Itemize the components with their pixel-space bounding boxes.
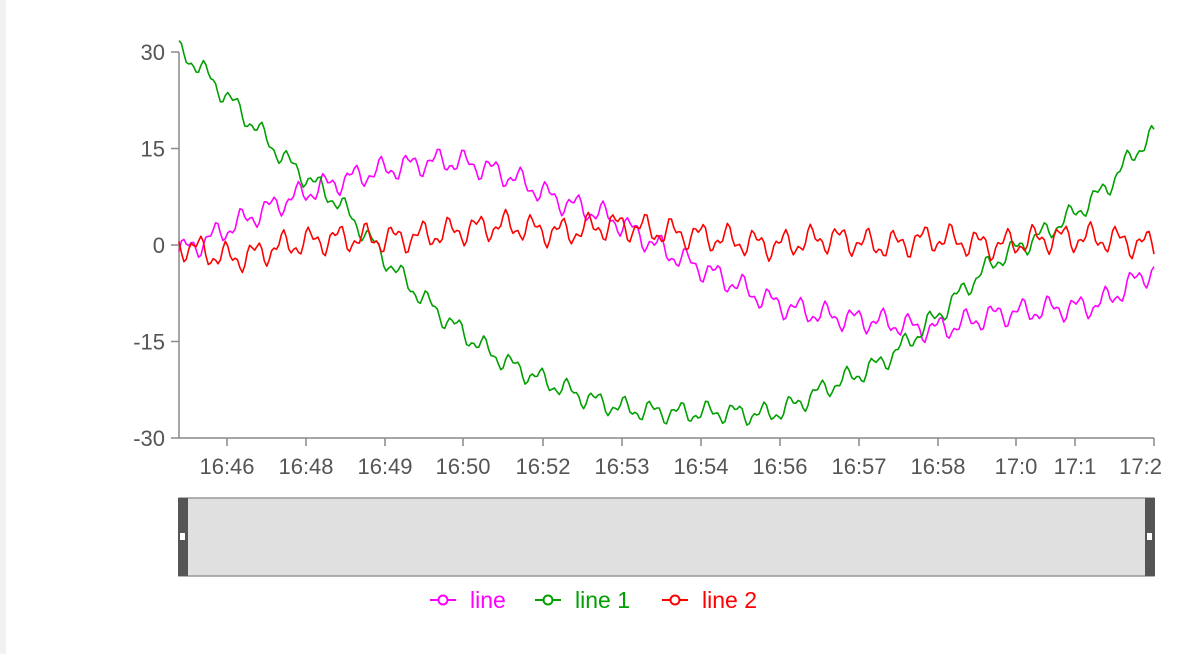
legend-swatch-marker bbox=[542, 594, 554, 606]
y-axis: 30 15 0 -15 -30 bbox=[133, 40, 180, 451]
x-tick-label: 17:1 bbox=[1054, 454, 1097, 479]
x-tick-label: 16:46 bbox=[199, 454, 254, 479]
series-line-1 bbox=[178, 148, 1155, 344]
x-tick-label: 16:48 bbox=[278, 454, 333, 479]
x-tick-label: 16:56 bbox=[752, 454, 807, 479]
x-tick-label: 16:49 bbox=[357, 454, 412, 479]
y-tick-label: 0 bbox=[153, 233, 165, 258]
range-slider[interactable] bbox=[178, 497, 1155, 577]
legend-item-label[interactable]: line 1 bbox=[575, 587, 630, 613]
y-tick-label: 30 bbox=[141, 40, 165, 65]
slider-track[interactable] bbox=[178, 497, 1155, 577]
x-axis: 16:46 16:48 16:49 16:50 16:52 16:53 16:54 16:56… bbox=[179, 437, 1162, 479]
y-tick-label: -30 bbox=[133, 426, 165, 451]
legend-swatch-marker bbox=[669, 594, 681, 606]
x-tick-label: 17:2 bbox=[1119, 454, 1162, 479]
x-tick-label: 16:50 bbox=[435, 454, 490, 479]
legend-swatch-marker bbox=[437, 594, 449, 606]
x-tick-label: 16:54 bbox=[673, 454, 728, 479]
x-tick-label: 16:58 bbox=[910, 454, 965, 479]
series-layer bbox=[178, 40, 1155, 426]
y-tick-label: -15 bbox=[133, 330, 165, 355]
legend: line line 1 line 2 bbox=[430, 587, 757, 613]
y-tick-label: 15 bbox=[141, 137, 165, 162]
x-tick-label: 17:0 bbox=[995, 454, 1038, 479]
x-tick-label: 16:53 bbox=[594, 454, 649, 479]
series-line-2 bbox=[178, 40, 1155, 426]
x-tick-label: 16:57 bbox=[831, 454, 886, 479]
slider-grip-right[interactable] bbox=[1147, 533, 1152, 540]
legend-item-label[interactable]: line bbox=[470, 587, 506, 613]
x-tick-label: 16:52 bbox=[515, 454, 570, 479]
slider-grip-left[interactable] bbox=[180, 533, 185, 540]
legend-item-label[interactable]: line 2 bbox=[702, 587, 757, 613]
series-line-3 bbox=[178, 208, 1155, 274]
